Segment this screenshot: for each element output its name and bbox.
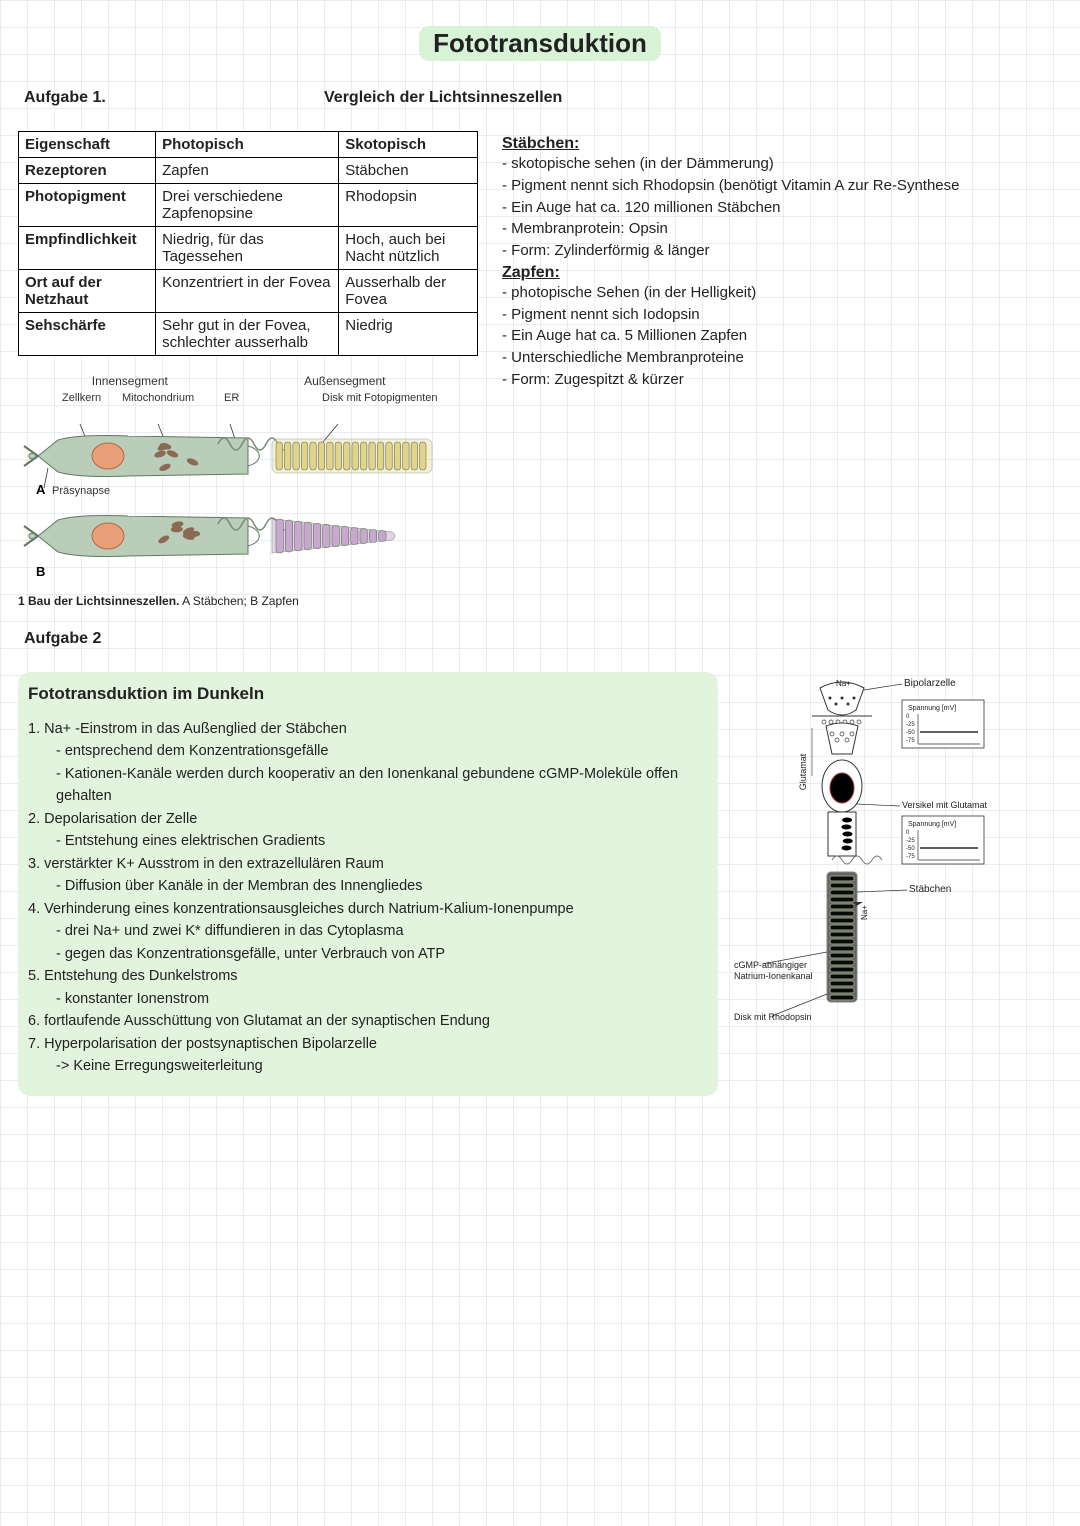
svg-text:-25: -25: [906, 722, 915, 728]
svg-text:Na+: Na+: [836, 679, 851, 688]
cell: Zapfen: [156, 158, 339, 184]
row-head: Photopigment: [19, 184, 156, 227]
svg-text:Na+: Na+: [860, 905, 869, 920]
dark-item: 2. Depolarisation der Zelle: [28, 808, 704, 830]
dark-item: 4. Verhinderung eines konzentrationsausg…: [28, 898, 704, 920]
notes-staebchen-head: Stäbchen:: [502, 135, 1062, 153]
cell: Drei verschiedene Zapfenopsine: [156, 184, 339, 227]
svg-text:-50: -50: [906, 730, 915, 736]
dark-item: 7. Hyperpolarisation der postsynaptische…: [28, 1033, 704, 1055]
dark-transduction-block: Fototransduktion im Dunkeln 1. Na+ -Eins…: [18, 672, 718, 1096]
row-head: Empfindlichkeit: [19, 227, 156, 270]
notes-line: - photopische Sehen (in der Helligkeit): [502, 282, 1062, 304]
dark-subitem: - Entstehung eines elektrischen Gradient…: [28, 830, 704, 852]
svg-text:-25: -25: [906, 838, 915, 844]
dark-subitem: - gegen das Konzentrationsgefälle, unter…: [28, 943, 704, 965]
cell: Niedrig, für das Tagessehen: [156, 227, 339, 270]
notes-line: - skotopische sehen (in der Dämmerung): [502, 153, 1062, 175]
dark-subitem: - Diffusion über Kanäle in der Membran d…: [28, 875, 704, 897]
row-head: Ort auf der Netzhaut: [19, 270, 156, 313]
task1-title: Vergleich der Lichtsinneszellen: [324, 89, 562, 107]
dark-subitem: - Kationen-Kanäle werden durch kooperati…: [28, 763, 704, 808]
th-skotopisch: Skotopisch: [339, 132, 478, 158]
svg-text:Disk mit Rhodopsin: Disk mit Rhodopsin: [734, 1012, 812, 1022]
notes-column: Stäbchen: - skotopische sehen (in der Dä…: [502, 131, 1062, 391]
svg-text:Spannung [mV]: Spannung [mV]: [908, 821, 956, 828]
svg-text:-75: -75: [906, 738, 915, 744]
svg-text:Stäbchen: Stäbchen: [909, 884, 951, 895]
label-disk: Disk mit Fotopigmenten: [322, 392, 438, 404]
task1-label: Aufgabe 1.: [24, 89, 324, 107]
notes-line: - Membranprotein: Opsin: [502, 218, 1062, 240]
svg-text:B: B: [36, 564, 45, 579]
dark-item: 3. verstärkter K+ Ausstrom in den extraz…: [28, 853, 704, 875]
task2-label: Aufgabe 2: [18, 630, 1062, 648]
label-zellkern: Zellkern: [62, 392, 101, 404]
cell: Hoch, auch bei Nacht nützlich: [339, 227, 478, 270]
notes-line: - Pigment nennt sich Iodopsin: [502, 304, 1062, 326]
notes-line: - Pigment nennt sich Rhodopsin (benötigt…: [502, 175, 1062, 197]
cell-structure-diagram: Innensegment Außensegment Zellkern Mitoc…: [18, 374, 448, 608]
cell: Stäbchen: [339, 158, 478, 184]
label-mitochondrium: Mitochondrium: [122, 392, 194, 404]
svg-text:Glutamat: Glutamat: [798, 753, 808, 790]
dark-item: 1. Na+ -Einstrom in das Außenglied der S…: [28, 718, 704, 740]
cell-svg: APräsynapseB: [18, 408, 448, 588]
page-title: Fototransduktion: [419, 26, 661, 61]
svg-text:Bipolarzelle: Bipolarzelle: [904, 678, 956, 689]
notes-line: - Unterschiedliche Membranproteine: [502, 347, 1062, 369]
cell: Konzentriert in der Fovea: [156, 270, 339, 313]
th-eigenschaft: Eigenschaft: [19, 132, 156, 158]
cell: Sehr gut in der Fovea, schlechter ausser…: [156, 313, 339, 356]
comparison-table: Eigenschaft Photopisch Skotopisch Rezept…: [18, 131, 478, 356]
label-er: ER: [224, 392, 239, 404]
dark-subitem: -> Keine Erregungsweiterleitung: [28, 1055, 704, 1077]
svg-text:-50: -50: [906, 846, 915, 852]
svg-text:-75: -75: [906, 854, 915, 860]
cell: Niedrig: [339, 313, 478, 356]
svg-text:Natrium-Ionenkanal: Natrium-Ionenkanal: [734, 971, 813, 981]
notes-line: - Form: Zugespitzt & kürzer: [502, 369, 1062, 391]
svg-text:Spannung [mV]: Spannung [mV]: [908, 705, 956, 712]
label-aussensegment: Außensegment: [242, 374, 448, 388]
dark-item: 5. Entstehung des Dunkelstroms: [28, 965, 704, 987]
svg-text:cGMP-abhängiger: cGMP-abhängiger: [734, 960, 807, 970]
cell: Rhodopsin: [339, 184, 478, 227]
diagram-caption-bold: 1 Bau der Lichtsinneszellen.: [18, 594, 179, 608]
row-head: Sehschärfe: [19, 313, 156, 356]
row-head: Rezeptoren: [19, 158, 156, 184]
label-innensegment: Innensegment: [18, 374, 242, 388]
notes-line: - Form: Zylinderförmig & länger: [502, 240, 1062, 262]
dark-subitem: - konstanter Ionenstrom: [28, 988, 704, 1010]
dark-title: Fototransduktion im Dunkeln: [28, 684, 704, 704]
th-photopisch: Photopisch: [156, 132, 339, 158]
cell: Ausserhalb der Fovea: [339, 270, 478, 313]
diagram-caption-rest: A Stäbchen; B Zapfen: [179, 594, 298, 608]
svg-text:Versikel mit Glutamat: Versikel mit Glutamat: [902, 800, 988, 810]
dark-item: 6. fortlaufende Ausschüttung von Glutama…: [28, 1010, 704, 1032]
notes-zapfen-head: Zapfen:: [502, 264, 1062, 282]
notes-line: - Ein Auge hat ca. 120 millionen Stäbche…: [502, 197, 1062, 219]
notes-line: - Ein Auge hat ca. 5 Millionen Zapfen: [502, 325, 1062, 347]
dark-subitem: - drei Na+ und zwei K* diffundieren in d…: [28, 920, 704, 942]
rod-svg: Na+ Bipolarzelle Glutamat Versikel mit Glut…: [732, 676, 1062, 1036]
rod-bipolar-diagram: Na+ Bipolarzelle Glutamat Versikel mit Glut…: [732, 672, 1062, 1040]
svg-text:Präsynapse: Präsynapse: [52, 485, 110, 497]
dark-subitem: - entsprechend dem Konzentrationsgefälle: [28, 740, 704, 762]
